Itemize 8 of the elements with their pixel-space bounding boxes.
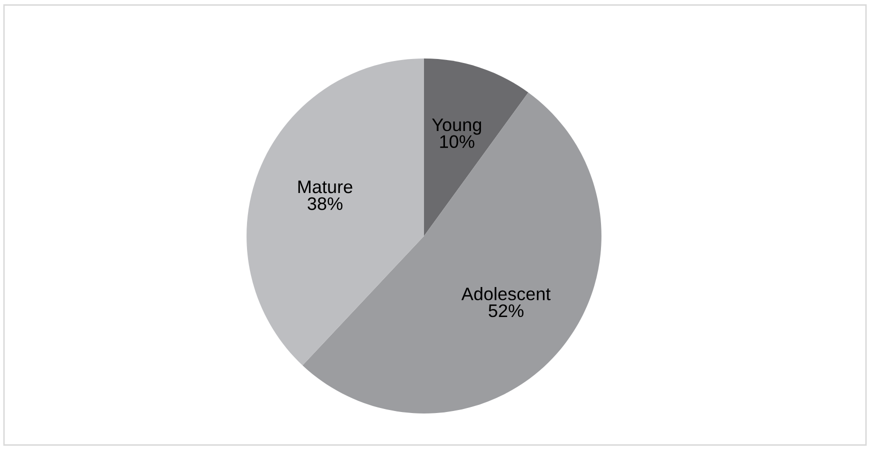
slice-label: Mature xyxy=(298,180,352,194)
data-label: 38% xyxy=(308,197,342,210)
slice-label: Young xyxy=(432,118,482,135)
pie-slice xyxy=(424,58,528,236)
pie-slice xyxy=(246,58,424,366)
slice-label: Adolescent xyxy=(461,287,551,300)
data-label: 52% xyxy=(488,304,524,318)
data-label: 10% xyxy=(440,135,474,148)
